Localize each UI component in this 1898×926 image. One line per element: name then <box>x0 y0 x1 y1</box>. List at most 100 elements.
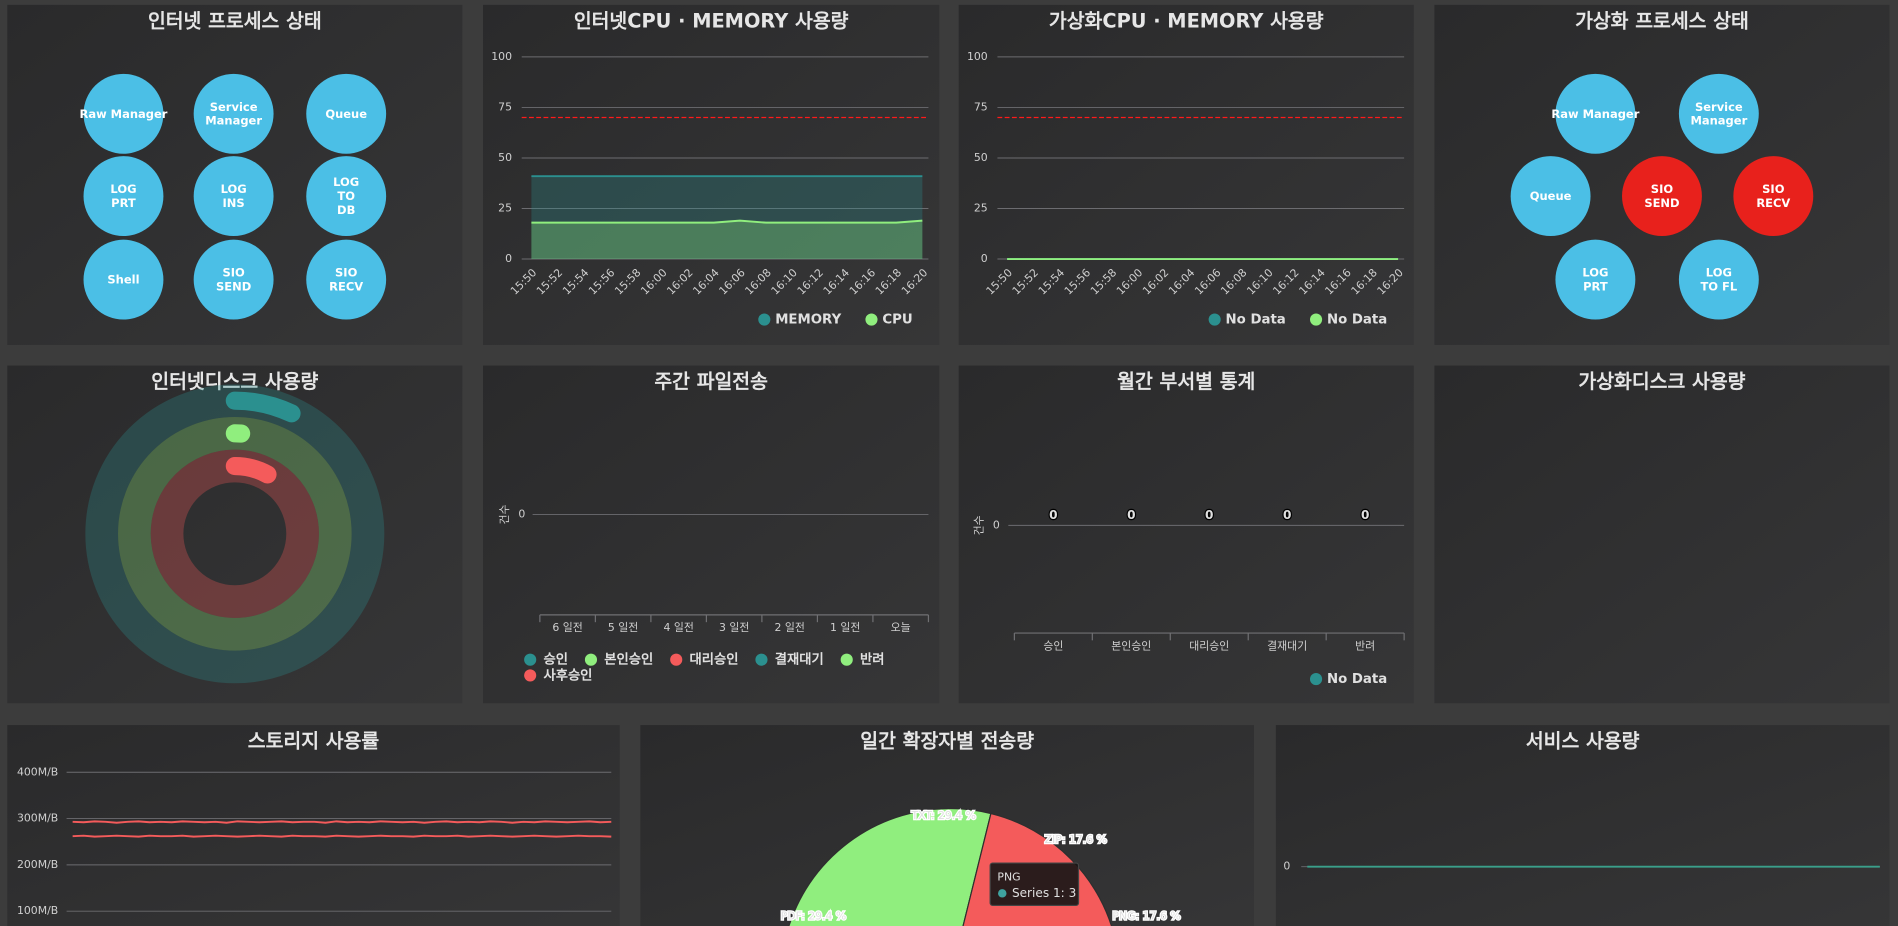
y-tick-label: 400M/B <box>17 765 58 778</box>
tooltip-box <box>989 862 1080 907</box>
legend-marker <box>840 653 853 666</box>
process-node <box>1678 73 1759 154</box>
node-label-line: Service <box>210 99 258 113</box>
x-tick-label: 3 일전 <box>719 620 749 634</box>
data-label: 0 <box>1283 508 1291 522</box>
node-label-line: Manager <box>205 113 262 127</box>
legend-marker <box>758 313 771 326</box>
y-tick-label: 50 <box>974 151 988 164</box>
y-tick-label: 75 <box>974 100 988 113</box>
process-node <box>83 156 164 237</box>
panel-title: 가상화 프로세스 상태 <box>1575 9 1749 32</box>
node-label: Service Manager <box>205 99 262 127</box>
y-tick-label: 0 <box>1283 860 1290 873</box>
node-label-line: LOG <box>333 175 359 189</box>
node-label-line: LOG <box>221 182 247 196</box>
node-label-line: RECV <box>329 279 363 293</box>
panel <box>482 4 940 345</box>
panel-title: 인터넷 프로세스 상태 <box>148 9 322 32</box>
series-line <box>72 834 612 838</box>
radial-bar <box>225 391 301 423</box>
x-tick-label: 1 일전 <box>830 620 860 634</box>
process-node <box>1678 239 1759 320</box>
series-line <box>531 219 923 224</box>
legend-label: MEMORY <box>775 313 841 328</box>
node-label: SIO RECV <box>1756 182 1790 210</box>
tooltip-marker <box>998 889 1007 898</box>
node-label-line: Manager <box>1690 113 1747 127</box>
y-tick-label: 200M/B <box>17 858 58 871</box>
node-label-line: LOG <box>1706 265 1732 279</box>
legend-label: 사후승인 <box>543 666 592 683</box>
process-node <box>1555 73 1636 154</box>
panel-title: 스토리지 사용률 <box>248 730 380 753</box>
panel <box>482 365 940 704</box>
legend-label: No Data <box>1327 672 1387 687</box>
node-label-line: DB <box>337 203 355 217</box>
legend-marker <box>1310 673 1323 686</box>
node-label-line: SIO <box>1762 182 1785 196</box>
node-label: Queue <box>325 106 367 120</box>
process-node <box>193 73 274 154</box>
legend-marker <box>1310 313 1323 326</box>
node-label: Shell <box>107 272 139 286</box>
y-tick-label: 0 <box>981 252 988 265</box>
panel-title: 주간 파일전송 <box>654 370 768 393</box>
node-label-line: Service <box>1695 99 1743 113</box>
legend-marker <box>584 653 598 666</box>
node-label: SIO SEND <box>1644 182 1679 210</box>
y-tick-label: 300M/B <box>17 812 58 825</box>
process-node <box>306 239 387 320</box>
process-node <box>1555 239 1636 320</box>
y-tick-label: 100 <box>491 50 512 63</box>
legend-marker <box>670 653 683 666</box>
data-label: 0 <box>1049 508 1057 522</box>
panel-title: 인터넷디스크 사용량 <box>151 370 318 393</box>
y-tick-label: 25 <box>974 202 988 215</box>
y-tick-label: 25 <box>498 202 512 215</box>
pie-label: PDF: 29.4 % <box>781 909 846 922</box>
legend-marker <box>755 653 768 666</box>
process-node <box>306 156 387 237</box>
x-tick-label: 본인승인 <box>1111 639 1151 652</box>
node-label: LOG PRT <box>1582 265 1608 293</box>
panel <box>1275 725 1890 926</box>
node-label-line: Shell <box>107 272 139 286</box>
panel <box>958 365 1414 704</box>
y-tick-label: 100M/B <box>17 904 58 917</box>
data-label: 0 <box>1205 508 1213 522</box>
process-node <box>1622 156 1702 237</box>
panel-title: 월간 부서별 통계 <box>1117 370 1255 393</box>
legend-label: No Data <box>1226 313 1286 328</box>
node-label-line: INS <box>223 196 245 210</box>
node-label-line: SIO <box>1651 182 1674 196</box>
x-tick-label: 대리승인 <box>1189 639 1229 652</box>
x-tick-label: 결재대기 <box>1267 639 1307 652</box>
y-tick-label: 0 <box>505 252 512 265</box>
series-line <box>72 820 612 824</box>
node-label: LOG INS <box>221 182 247 210</box>
node-label-line: PRT <box>111 196 136 210</box>
node-label-line: RECV <box>1756 196 1790 210</box>
node-label-line: TO FL <box>1700 279 1737 293</box>
node-label-line: Queue <box>325 106 367 120</box>
x-tick-label: 2 일전 <box>774 620 804 634</box>
x-tick-label: 6 일전 <box>552 620 582 634</box>
legend-label: 반려 <box>860 651 884 668</box>
legend-label: 승인 <box>543 651 567 668</box>
pie-slice <box>788 807 992 926</box>
process-node <box>193 156 274 237</box>
node-label-line: SIO <box>222 265 245 279</box>
panel-title: 인터넷CPU · MEMORY 사용량 <box>574 9 849 32</box>
node-label: Raw Manager <box>79 106 167 120</box>
panel-title: 일간 확장자별 전송량 <box>860 730 1034 753</box>
legend-label: 본인승인 <box>604 651 653 668</box>
node-label-line: TO <box>337 189 355 203</box>
data-label: 0 <box>1361 508 1369 522</box>
radial-bar <box>225 456 277 484</box>
x-tick-label: 4 일전 <box>663 620 693 634</box>
legend-label: 대리승인 <box>690 651 739 668</box>
legend-label: No Data <box>1327 313 1387 328</box>
panel <box>7 725 620 926</box>
